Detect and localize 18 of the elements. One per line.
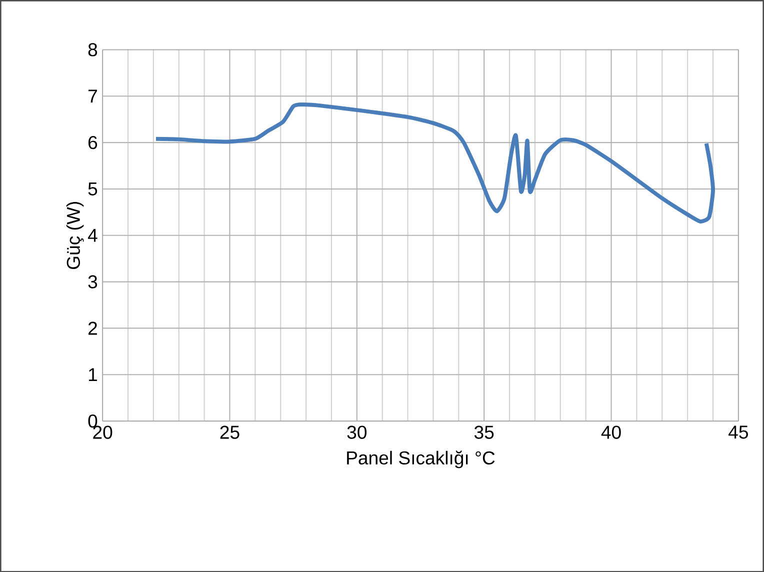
y-tick-label: 8 xyxy=(88,43,98,56)
x-tick-label: 45 xyxy=(728,426,748,439)
y-tick-label: 5 xyxy=(88,182,98,196)
x-tick-label: 40 xyxy=(601,426,621,439)
x-tick-label: 20 xyxy=(93,426,112,439)
y-tick-label: 3 xyxy=(88,275,98,288)
x-axis-title: Panel Sıcaklığı °C xyxy=(347,450,495,468)
y-tick-label: 2 xyxy=(88,322,97,335)
x-tick-label: 30 xyxy=(347,426,367,439)
x-tick-label: 35 xyxy=(474,426,494,439)
y-tick-label: 7 xyxy=(88,90,97,102)
y-tick-label: 4 xyxy=(88,228,98,242)
y-tick-label: 1 xyxy=(88,368,97,381)
y-tick-label: 0 xyxy=(88,414,98,428)
x-tick-label: 25 xyxy=(220,426,240,439)
y-tick-label: 6 xyxy=(88,136,98,149)
line-series xyxy=(154,102,715,224)
y-axis-title: Güç (W) xyxy=(66,202,84,269)
